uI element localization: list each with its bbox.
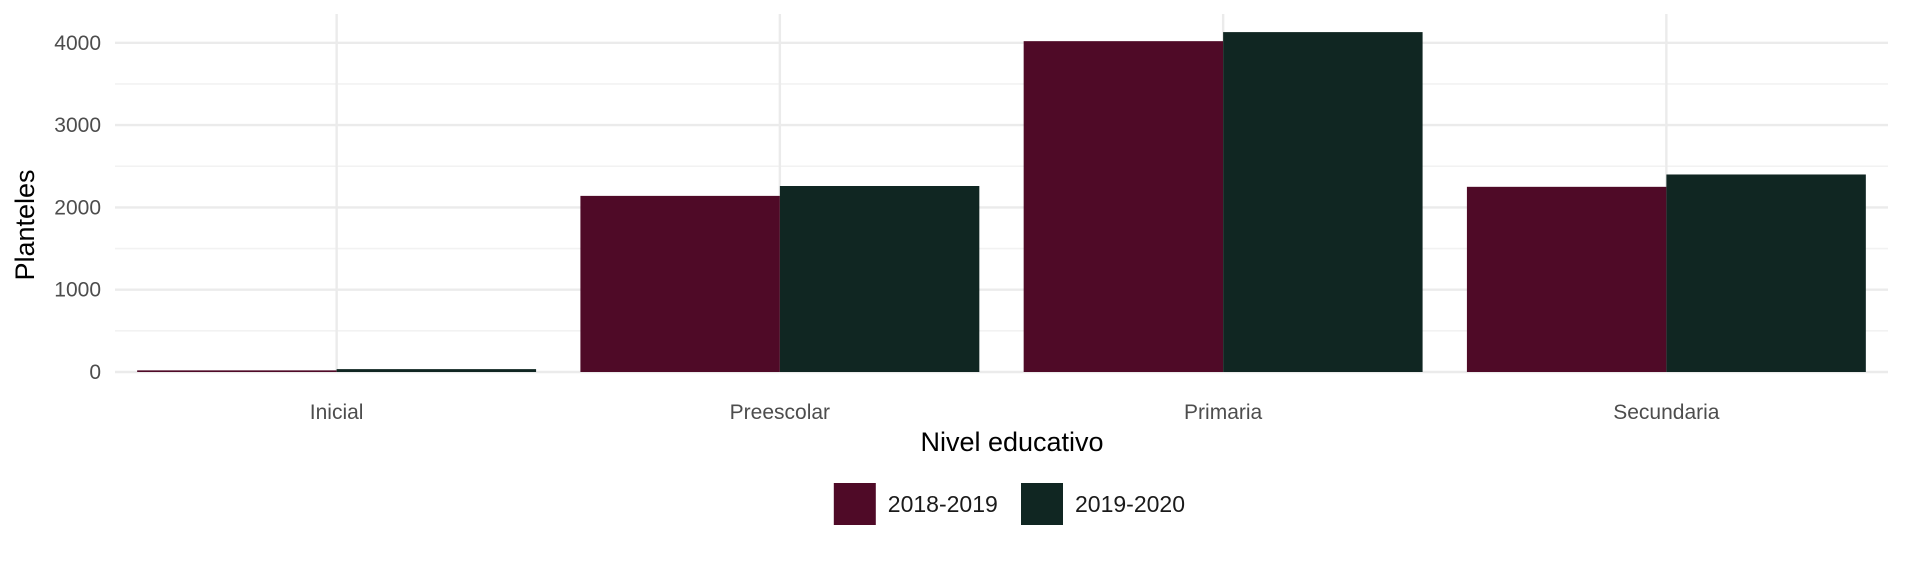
y-tick-label: 3000	[54, 114, 101, 137]
legend-label: 2018-2019	[888, 491, 998, 517]
y-tick-label: 0	[89, 361, 101, 384]
bar	[1223, 32, 1423, 373]
x-tick-label: Preescolar	[730, 401, 830, 424]
x-axis-ticks: Inicial Preescolar Primaria Secundaria	[310, 401, 1720, 424]
legend: 2018-2019 2019-2020	[833, 483, 1185, 525]
x-axis-title: Nivel educativo	[920, 427, 1103, 457]
y-tick-label: 2000	[54, 196, 101, 219]
legend-swatch	[833, 483, 876, 525]
legend-swatch	[1021, 483, 1063, 525]
x-tick-label: Primaria	[1184, 401, 1262, 424]
y-axis-ticks: 0 1000 2000 3000 4000	[54, 32, 101, 384]
bar	[1666, 174, 1866, 372]
y-tick-label: 4000	[54, 32, 101, 55]
bar	[336, 369, 537, 372]
bars	[137, 32, 1866, 373]
bar	[1023, 41, 1224, 372]
x-tick-label: Secundaria	[1613, 401, 1720, 424]
bar	[137, 370, 337, 372]
bar	[779, 186, 980, 372]
bar	[1466, 186, 1667, 372]
y-axis-title: Planteles	[10, 169, 40, 280]
bar	[580, 195, 780, 372]
legend-label: 2019-2020	[1075, 491, 1185, 517]
y-tick-label: 1000	[54, 279, 101, 302]
x-tick-label: Inicial	[310, 401, 364, 424]
